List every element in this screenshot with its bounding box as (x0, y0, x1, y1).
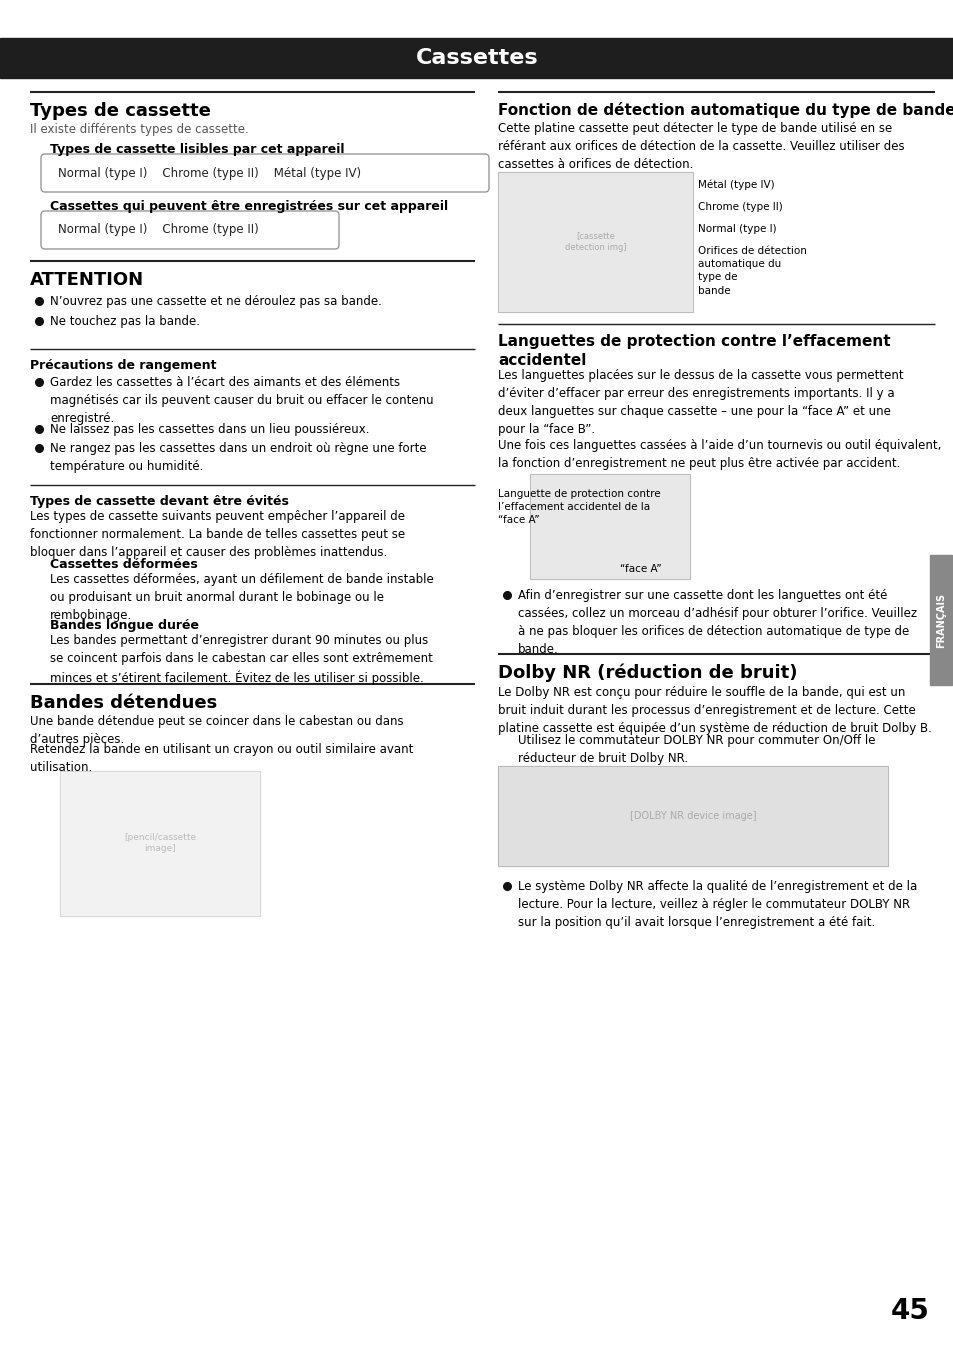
Text: Languettes de protection contre l’effacement
accidentel: Languettes de protection contre l’efface… (497, 333, 890, 367)
Text: Dolby NR (réduction de bruit): Dolby NR (réduction de bruit) (497, 664, 797, 683)
Text: Les types de cassette suivants peuvent empêcher l’appareil de
fonctionner normal: Les types de cassette suivants peuvent e… (30, 510, 405, 559)
Text: N’ouvrez pas une cassette et ne déroulez pas sa bande.: N’ouvrez pas une cassette et ne déroulez… (50, 296, 381, 308)
Text: Ne rangez pas les cassettes dans un endroit où règne une forte
température ou hu: Ne rangez pas les cassettes dans un endr… (50, 441, 426, 472)
Text: Une fois ces languettes cassées à l’aide d’un tournevis ou outil équivalent,
la : Une fois ces languettes cassées à l’aide… (497, 439, 941, 470)
FancyBboxPatch shape (60, 771, 260, 917)
Text: Cassettes qui peuvent être enregistrées sur cet appareil: Cassettes qui peuvent être enregistrées … (50, 200, 448, 213)
Text: Orifices de détection
automatique du
type de
bande: Orifices de détection automatique du typ… (698, 246, 806, 296)
Text: Normal (type I)    Chrome (type II)    Métal (type IV): Normal (type I) Chrome (type II) Métal (… (58, 166, 361, 180)
Text: Cassettes: Cassettes (416, 49, 537, 68)
Text: “face A”: “face A” (619, 564, 661, 574)
Bar (929, 555, 951, 684)
Text: Les bandes permettant d’enregistrer durant 90 minutes ou plus
se coincent parfoi: Les bandes permettant d’enregistrer dura… (50, 634, 433, 686)
Bar (497, 171, 692, 312)
FancyBboxPatch shape (497, 171, 692, 312)
Text: Types de cassette: Types de cassette (30, 103, 211, 120)
Text: Normal (type I)    Chrome (type II): Normal (type I) Chrome (type II) (58, 224, 258, 236)
Text: Types de cassette devant être évités: Types de cassette devant être évités (30, 495, 289, 508)
Text: Les cassettes déformées, ayant un défilement de bande instable
ou produisant un : Les cassettes déformées, ayant un défile… (50, 572, 434, 622)
Text: Ne laissez pas les cassettes dans un lieu poussiéreux.: Ne laissez pas les cassettes dans un lie… (50, 423, 369, 436)
Text: [pencil/cassette
image]: [pencil/cassette image] (124, 833, 196, 853)
Text: [DOLBY NR device image]: [DOLBY NR device image] (629, 811, 756, 821)
Text: Il existe différents types de cassette.: Il existe différents types de cassette. (30, 123, 249, 136)
Text: ATTENTION: ATTENTION (30, 271, 144, 289)
FancyBboxPatch shape (530, 474, 689, 579)
Text: Chrome (type II): Chrome (type II) (698, 202, 781, 212)
Bar (530, 474, 689, 579)
Text: [cassette
detection img]: [cassette detection img] (564, 232, 626, 252)
Text: Une bande détendue peut se coincer dans le cabestan ou dans
d’autres pièces.: Une bande détendue peut se coincer dans … (30, 716, 403, 747)
Bar (497, 765, 887, 865)
Text: Gardez les cassettes à l’écart des aimants et des éléments
magnétisés car ils pe: Gardez les cassettes à l’écart des aiman… (50, 377, 434, 425)
Text: Retendez la bande en utilisant un crayon ou outil similaire avant
utilisation.: Retendez la bande en utilisant un crayon… (30, 743, 413, 774)
Text: 45: 45 (890, 1297, 929, 1324)
Text: Métal (type IV): Métal (type IV) (698, 180, 774, 190)
FancyBboxPatch shape (497, 765, 887, 865)
Text: Languette de protection contre
l’effacement accidentel de la
“face A”: Languette de protection contre l’effacem… (497, 489, 659, 525)
Text: FRANÇAIS: FRANÇAIS (935, 593, 945, 648)
Text: Ne touchez pas la bande.: Ne touchez pas la bande. (50, 315, 200, 328)
Text: Afin d’enregistrer sur une cassette dont les languettes ont été
cassées, collez : Afin d’enregistrer sur une cassette dont… (517, 589, 916, 656)
FancyBboxPatch shape (41, 211, 338, 248)
Text: Le système Dolby NR affecte la qualité de l’enregistrement et de la
lecture. Pou: Le système Dolby NR affecte la qualité d… (517, 880, 916, 929)
Text: Utilisez le commutateur DOLBY NR pour commuter On/Off le
réducteur de bruit Dolb: Utilisez le commutateur DOLBY NR pour co… (517, 734, 875, 765)
Text: Le Dolby NR est conçu pour réduire le souffle de la bande, qui est un
bruit indu: Le Dolby NR est conçu pour réduire le so… (497, 686, 931, 734)
Text: Bandes longue durée: Bandes longue durée (50, 620, 199, 632)
Text: Types de cassette lisibles par cet appareil: Types de cassette lisibles par cet appar… (50, 143, 344, 157)
FancyBboxPatch shape (41, 154, 489, 192)
Text: Les languettes placées sur le dessus de la cassette vous permettent
d’éviter d’e: Les languettes placées sur le dessus de … (497, 369, 902, 436)
Text: Précautions de rangement: Précautions de rangement (30, 359, 216, 373)
Text: Cette platine cassette peut détecter le type de bande utilisé en se
référant aux: Cette platine cassette peut détecter le … (497, 122, 903, 171)
Text: Cassettes déformées: Cassettes déformées (50, 558, 197, 571)
Bar (0, 38, 953, 78)
Bar (60, 771, 260, 917)
Text: Fonction de détection automatique du type de bande: Fonction de détection automatique du typ… (497, 103, 953, 117)
Text: Normal (type I): Normal (type I) (698, 224, 776, 234)
Text: Bandes détendues: Bandes détendues (30, 694, 217, 711)
